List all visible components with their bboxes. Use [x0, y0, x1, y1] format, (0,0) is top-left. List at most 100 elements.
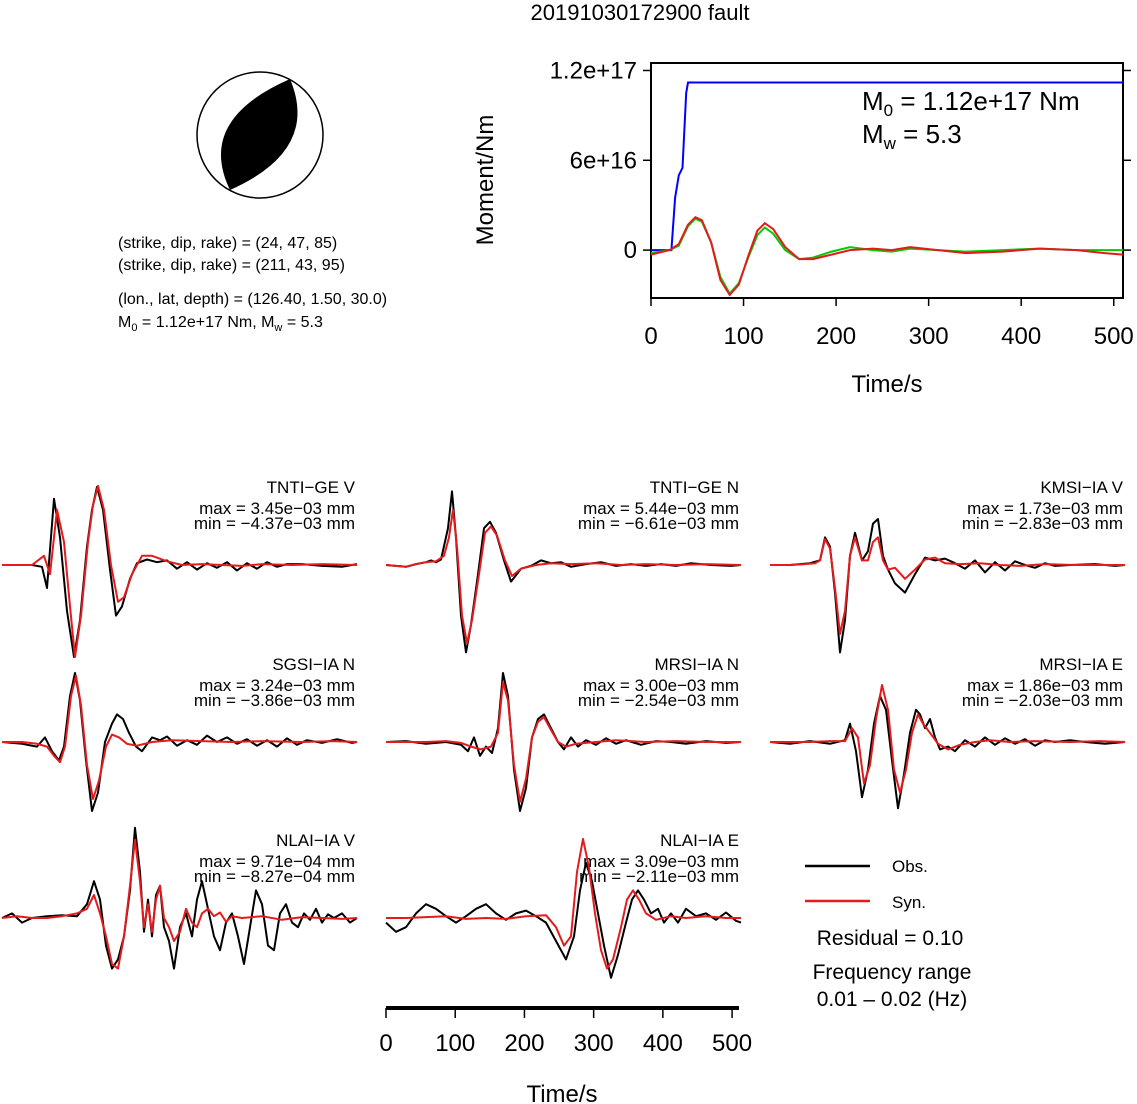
max-amplitude-label: max = 9.71e−04 mm: [199, 852, 355, 871]
moment-lines: [650, 81, 1124, 297]
synthetic-trace: [385, 508, 742, 645]
min-amplitude-label: min = −2.54e−03 mm: [578, 691, 739, 710]
station-label: MRSI−IA E: [1039, 655, 1123, 674]
stf-m0-sub: 0: [884, 101, 893, 120]
observed-trace: [770, 518, 1126, 654]
moment-xtick-label: 300: [909, 323, 949, 350]
mw-sub: w: [273, 322, 282, 334]
waveform-xtick-label: 200: [504, 1030, 544, 1057]
synthetic-trace: [386, 837, 741, 970]
max-amplitude-label: max = 5.44e−03 mm: [583, 499, 739, 518]
station-label: NLAI−IA E: [660, 831, 739, 850]
beachball-compressional-quadrant: [220, 79, 298, 190]
station-label: TNTI−GE V: [267, 478, 356, 497]
min-amplitude-label: min = −6.61e−03 mm: [578, 514, 739, 533]
moment-series-synthetic: [650, 215, 1124, 297]
legend: Obs. Syn.: [805, 857, 928, 912]
moment-xtick-label: 500: [1094, 323, 1134, 350]
max-amplitude-label: max = 3.09e−03 mm: [583, 852, 739, 871]
moment-xlabel: Time/s: [851, 371, 922, 398]
observed-trace: [385, 861, 742, 979]
observed-trace: [385, 672, 742, 812]
waveform-xtick-label: 100: [435, 1030, 475, 1057]
moment-m: M: [118, 314, 131, 331]
mechanism-info: (strike, dip, rake) = (24, 47, 85) (stri…: [118, 235, 387, 334]
station-label: SGSI−IA N: [272, 655, 355, 674]
moment-rest: = 1.12e+17 Nm, M: [137, 314, 274, 331]
waveform-xtick-label: 0: [379, 1030, 392, 1057]
moment-ytick-label: 6e+16: [570, 147, 637, 174]
synthetic-trace: [770, 536, 1125, 635]
synthetic-trace: [386, 681, 741, 803]
station-label: NLAI−IA V: [276, 831, 356, 850]
synthetic-trace: [1, 838, 358, 970]
stf-m0-m: M: [862, 86, 884, 116]
moment-xtick-label: 200: [816, 323, 856, 350]
observed-trace: [2, 485, 358, 658]
moment-sub: 0: [131, 322, 137, 334]
min-amplitude-label: min = −2.11e−03 mm: [579, 867, 739, 886]
synthetic-trace: [2, 674, 358, 800]
observed-trace: [769, 695, 1126, 810]
min-amplitude-label: min = −2.83e−03 mm: [962, 514, 1123, 533]
legend-obs-label: Obs.: [892, 857, 928, 876]
moment-xtick-label: 100: [724, 323, 764, 350]
stf-m0-rest: = 1.12e+17 Nm: [893, 86, 1079, 116]
observed-trace: [1, 826, 358, 970]
frequency-value: 0.01 – 0.02 (Hz): [817, 988, 968, 1011]
moment-text: M0 = 1.12e+17 Nm, Mw = 5.3: [118, 314, 323, 334]
max-amplitude-label: max = 1.73e−03 mm: [967, 499, 1123, 518]
moment-plot-frame: [650, 62, 1124, 299]
location-text: (lon., lat, depth) = (126.40, 1.50, 30.0…: [118, 291, 387, 308]
station-label: MRSI−IA N: [654, 655, 739, 674]
waveform-xtick-label: 500: [712, 1030, 752, 1057]
waveform-xtick-label: 400: [643, 1030, 683, 1057]
station-label: TNTI−GE N: [650, 478, 739, 497]
synthetic-trace: [2, 484, 358, 658]
moment-xtick-label: 0: [644, 323, 657, 350]
min-amplitude-label: min = −3.86e−03 mm: [194, 691, 355, 710]
moment-axes: 0 100 200 300 400 500 0 6e+16 1.2e+17: [550, 57, 1134, 350]
station-label: KMSI−IA V: [1040, 478, 1123, 497]
min-amplitude-label: min = −8.27e−04 mm: [194, 867, 355, 886]
frequency-label: Frequency range: [813, 961, 972, 984]
min-amplitude-label: min = −2.03e−03 mm: [962, 691, 1123, 710]
max-amplitude-label: max = 1.86e−03 mm: [967, 676, 1123, 695]
nodal-plane-2: (strike, dip, rake) = (211, 43, 95): [118, 257, 345, 274]
waveform-time-axis: 0 100 200 300 400 500: [379, 1006, 752, 1057]
stf-mw-rest: = 5.3: [896, 119, 962, 149]
moment-ylabel: Moment/Nm: [472, 115, 499, 246]
nodal-plane-1: (strike, dip, rake) = (24, 47, 85): [118, 235, 337, 252]
moment-ytick-label: 1.2e+17: [550, 57, 637, 84]
max-amplitude-label: max = 3.00e−03 mm: [583, 676, 739, 695]
mw-rest: = 5.3: [282, 314, 323, 331]
beachball: [196, 71, 324, 199]
max-amplitude-label: max = 3.45e−03 mm: [199, 499, 355, 518]
waveform-xtick-label: 300: [574, 1030, 614, 1057]
synthetic-trace: [770, 684, 1126, 794]
moment-ytick-label: 0: [624, 237, 637, 264]
waveform-xlabel: Time/s: [526, 1081, 597, 1104]
stf-mw-annotation: Mw = 5.3: [862, 119, 962, 153]
observed-trace: [385, 490, 742, 654]
stf-mw-sub: w: [883, 134, 897, 153]
figure-title: 20191030172900 fault: [531, 0, 750, 25]
moment-series-cumulative: [651, 81, 1123, 252]
min-amplitude-label: min = −4.37e−03 mm: [194, 514, 355, 533]
stf-m0-annotation: M0 = 1.12e+17 Nm: [862, 86, 1080, 120]
max-amplitude-label: max = 3.24e−03 mm: [199, 676, 355, 695]
residual-text: Residual = 0.10: [817, 927, 964, 950]
stf-mw-m: M: [862, 119, 884, 149]
legend-syn-label: Syn.: [892, 893, 926, 912]
